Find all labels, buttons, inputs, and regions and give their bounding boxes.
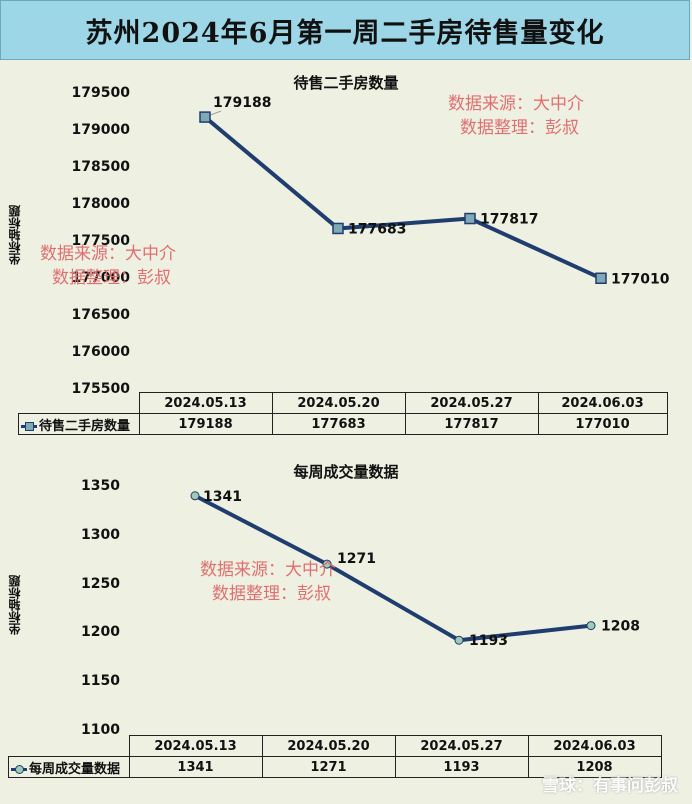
y-tick-label: 1200 bbox=[81, 624, 120, 641]
table-value-cell: 1341 bbox=[128, 756, 263, 778]
data-label: 177010 bbox=[611, 271, 670, 287]
table-value-cell: 177683 bbox=[271, 413, 406, 435]
table-corner bbox=[8, 735, 130, 757]
y-tick-label: 1250 bbox=[81, 575, 120, 592]
watermark-1: 数据来源：大中介 数据整理：彭叔 bbox=[448, 94, 584, 138]
table-header-cell: 2024.05.13 bbox=[138, 392, 273, 414]
chart-1-title: 待售二手房数量 bbox=[293, 74, 399, 92]
chart-2-data-table: 2024.05.13 2024.05.20 2024.05.27 2024.06… bbox=[8, 735, 662, 778]
chart-1-table-value-row: 待售二手房数量 179188 177683 177817 177010 bbox=[18, 413, 668, 435]
table-value-cell: 179188 bbox=[138, 413, 273, 435]
data-label: 1341 bbox=[203, 489, 242, 505]
data-label: 1208 bbox=[601, 619, 640, 635]
y-tick-label: 176000 bbox=[71, 344, 130, 360]
data-point-marker bbox=[454, 635, 464, 645]
table-value-cell: 177010 bbox=[537, 413, 668, 435]
legend-entry: 待售二手房数量 bbox=[18, 413, 140, 435]
y-tick-label: 1300 bbox=[81, 526, 120, 543]
chart-1-data-table: 2024.05.13 2024.05.20 2024.05.27 2024.06… bbox=[18, 392, 668, 435]
y-tick-label: 1350 bbox=[81, 478, 120, 494]
legend-label: 每周成交量数据 bbox=[29, 761, 121, 777]
data-point-marker bbox=[190, 491, 200, 501]
data-point-marker bbox=[586, 621, 596, 631]
y-tick-label: 179000 bbox=[71, 122, 130, 138]
y-tick-label: 178500 bbox=[71, 159, 130, 175]
table-value-cell: 1271 bbox=[261, 756, 396, 778]
legend-line-marker bbox=[21, 421, 37, 431]
footer-watermark: 雪球：有事问彭叔 bbox=[542, 776, 678, 796]
watermark-3: 数据来源：大中介 数据整理：彭叔 bbox=[200, 560, 336, 604]
y-tick-label: 177000 bbox=[71, 270, 130, 286]
data-point-marker bbox=[322, 559, 332, 569]
y-tick-label: 1100 bbox=[81, 722, 120, 738]
table-header-cell: 2024.06.03 bbox=[527, 735, 662, 757]
table-header-cell: 2024.05.27 bbox=[404, 392, 539, 414]
data-point-marker bbox=[464, 212, 476, 225]
chart-2-table-value-row: 每周成交量数据 1341 1271 1193 1208 bbox=[8, 756, 662, 778]
watermark-2: 数据来源：大中介 数据整理：彭叔 bbox=[40, 244, 176, 288]
y-tick-label: 176500 bbox=[71, 307, 130, 323]
legend-entry: 每周成交量数据 bbox=[8, 756, 130, 778]
series-line bbox=[203, 115, 602, 281]
y-tick-label: 178000 bbox=[71, 196, 130, 212]
page-title: 苏州2024年6月第一周二手房待售量变化 bbox=[85, 17, 605, 49]
chart-panel-1: 待售二手房数量 坐标轴标题 179500 179000 178500 178000 17… bbox=[8, 74, 670, 435]
table-header-cell: 2024.05.27 bbox=[394, 735, 529, 757]
y-tick-label: 1150 bbox=[81, 673, 120, 690]
data-label: 1271 bbox=[337, 551, 376, 567]
table-header-cell: 2024.05.20 bbox=[261, 735, 396, 757]
data-point-marker bbox=[199, 111, 211, 123]
chart-1-table-header-row: 2024.05.13 2024.05.20 2024.05.27 2024.06… bbox=[18, 392, 668, 414]
table-value-cell: 1208 bbox=[527, 756, 662, 778]
legend-line-marker bbox=[11, 764, 27, 774]
data-point-marker bbox=[332, 222, 344, 235]
data-label: 179188 bbox=[213, 95, 271, 111]
chart-2-table-header-row: 2024.05.13 2024.05.20 2024.05.27 2024.06… bbox=[8, 735, 662, 757]
chart-1-plot: 179188 177683 177817 177010 bbox=[199, 95, 670, 287]
series-line bbox=[194, 494, 592, 643]
data-label: 177817 bbox=[480, 212, 538, 228]
page-title-bar: 苏州2024年6月第一周二手房待售量变化 bbox=[0, 0, 690, 60]
data-point-marker bbox=[595, 272, 607, 285]
y-tick-label: 177500 bbox=[71, 233, 130, 249]
y-tick-label: 179500 bbox=[71, 85, 130, 101]
chart-2-title: 每周成交量数据 bbox=[293, 463, 399, 481]
legend-label: 待售二手房数量 bbox=[39, 418, 131, 434]
table-header-cell: 2024.05.13 bbox=[128, 735, 263, 757]
table-header-cell: 2024.06.03 bbox=[537, 392, 668, 414]
data-label: 177683 bbox=[348, 221, 406, 237]
data-label: 1193 bbox=[469, 633, 508, 649]
table-value-cell: 1193 bbox=[394, 756, 529, 778]
